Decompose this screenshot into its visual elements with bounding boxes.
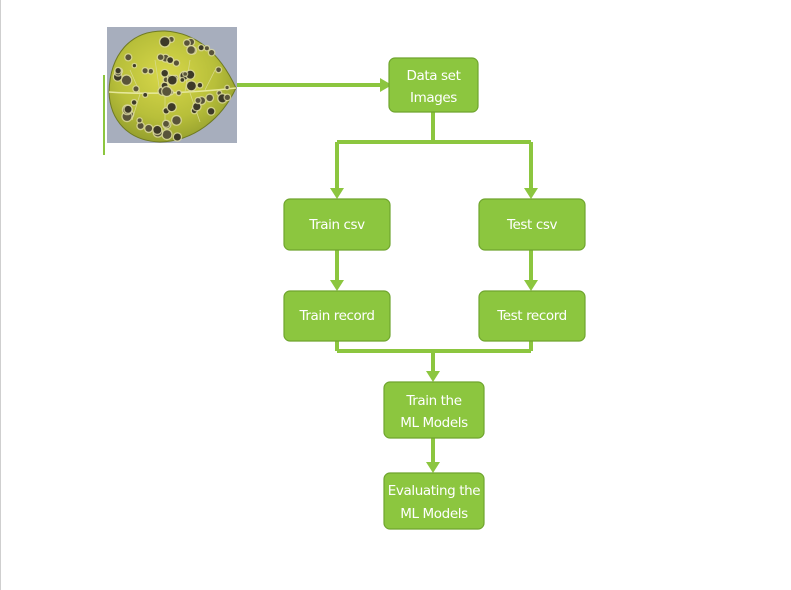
diseased-leaf-icon [108, 30, 237, 143]
node-test-record: Test record [478, 290, 586, 342]
node-train-record-label: Train record [298, 308, 374, 324]
node-train-csv-label: Train csv [308, 217, 365, 233]
node-dataset-line-2: Images [410, 90, 457, 106]
image-side-line [103, 75, 105, 155]
node-dataset-line-1: Data set [407, 68, 461, 84]
node-train-models: Train the ML Models [383, 381, 485, 439]
node-evaluate-models-line-2: ML Models [400, 506, 468, 522]
node-test-csv-label: Test csv [506, 217, 558, 233]
connectors [237, 78, 538, 473]
leaf-image [107, 27, 237, 143]
node-train-models-line-2: ML Models [400, 415, 468, 431]
node-train-record: Train record [283, 290, 391, 342]
node-dataset: Data set Images [388, 57, 479, 113]
node-evaluate-models: Evaluating the ML Models [383, 472, 485, 530]
node-train-csv: Train csv [283, 198, 391, 251]
node-evaluate-models-line-1: Evaluating the [388, 483, 480, 499]
node-test-record-label: Test record [496, 308, 567, 324]
left-frame-line [0, 0, 1, 590]
node-train-models-line-1: Train the [405, 393, 461, 409]
node-test-csv: Test csv [478, 198, 586, 251]
